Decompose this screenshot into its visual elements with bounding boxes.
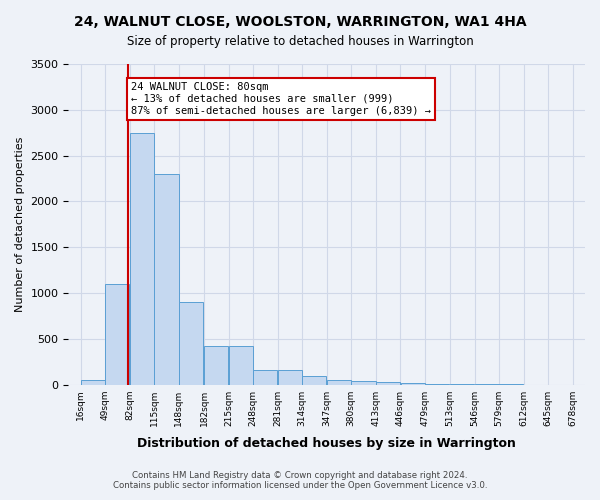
Bar	[229, 346, 253, 385]
Bar	[205, 346, 229, 385]
Text: Contains HM Land Registry data © Crown copyright and database right 2024.
Contai: Contains HM Land Registry data © Crown c…	[113, 470, 487, 490]
Bar	[154, 174, 179, 384]
Bar	[302, 376, 326, 384]
Bar	[278, 370, 302, 384]
Bar	[106, 284, 130, 384]
Bar	[253, 370, 277, 384]
Bar	[130, 132, 154, 384]
Bar	[352, 380, 376, 384]
Text: Size of property relative to detached houses in Warrington: Size of property relative to detached ho…	[127, 35, 473, 48]
Bar	[179, 302, 203, 384]
Bar	[81, 380, 105, 384]
Text: 24 WALNUT CLOSE: 80sqm
← 13% of detached houses are smaller (999)
87% of semi-de: 24 WALNUT CLOSE: 80sqm ← 13% of detached…	[131, 82, 431, 116]
Text: 24, WALNUT CLOSE, WOOLSTON, WARRINGTON, WA1 4HA: 24, WALNUT CLOSE, WOOLSTON, WARRINGTON, …	[74, 15, 526, 29]
Bar	[376, 382, 400, 384]
Bar	[327, 380, 351, 384]
Y-axis label: Number of detached properties: Number of detached properties	[15, 136, 25, 312]
X-axis label: Distribution of detached houses by size in Warrington: Distribution of detached houses by size …	[137, 437, 516, 450]
